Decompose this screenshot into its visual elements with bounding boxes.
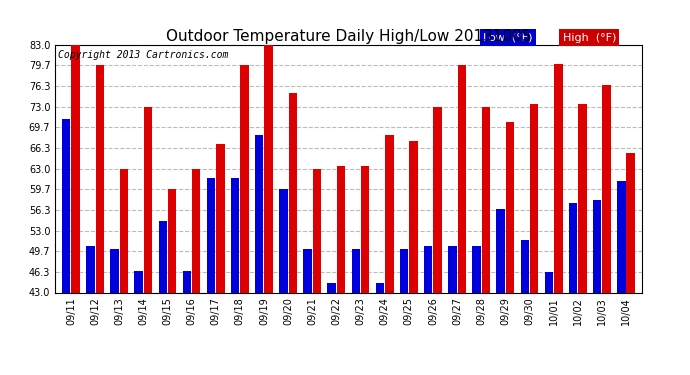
Bar: [554, 63, 562, 292]
Bar: [192, 169, 201, 292]
Bar: [376, 283, 384, 292]
Bar: [506, 122, 514, 292]
Bar: [578, 104, 586, 292]
Bar: [279, 189, 288, 292]
Bar: [135, 271, 143, 292]
Bar: [569, 203, 578, 292]
Bar: [482, 107, 490, 292]
Bar: [95, 65, 104, 292]
Bar: [207, 178, 215, 292]
Bar: [409, 141, 417, 292]
Bar: [617, 181, 626, 292]
Bar: [496, 209, 505, 292]
Bar: [337, 166, 345, 292]
Bar: [119, 169, 128, 292]
Bar: [400, 249, 408, 292]
Bar: [255, 135, 264, 292]
Bar: [457, 65, 466, 292]
Bar: [472, 246, 481, 292]
Bar: [144, 107, 152, 292]
Bar: [304, 249, 312, 292]
Bar: [216, 144, 225, 292]
Bar: [62, 119, 70, 292]
Bar: [385, 135, 393, 292]
Bar: [530, 104, 538, 292]
Bar: [168, 189, 177, 292]
Bar: [424, 246, 433, 292]
Text: Low  (°F): Low (°F): [483, 33, 533, 42]
Bar: [627, 153, 635, 292]
Bar: [593, 200, 602, 292]
Bar: [159, 221, 167, 292]
Title: Outdoor Temperature Daily High/Low 20131005: Outdoor Temperature Daily High/Low 20131…: [166, 29, 531, 44]
Bar: [544, 272, 553, 292]
Bar: [71, 45, 80, 292]
Bar: [240, 65, 249, 292]
Bar: [448, 246, 457, 292]
Bar: [433, 107, 442, 292]
Text: Copyright 2013 Cartronics.com: Copyright 2013 Cartronics.com: [58, 50, 228, 60]
Bar: [602, 85, 611, 292]
Bar: [110, 249, 119, 292]
Bar: [183, 271, 191, 292]
Bar: [231, 178, 239, 292]
Bar: [288, 93, 297, 292]
Bar: [328, 283, 336, 292]
Bar: [520, 240, 529, 292]
Bar: [86, 246, 95, 292]
Bar: [352, 249, 360, 292]
Text: High  (°F): High (°F): [562, 33, 616, 42]
Bar: [361, 166, 369, 292]
Bar: [264, 45, 273, 292]
Bar: [313, 169, 321, 292]
